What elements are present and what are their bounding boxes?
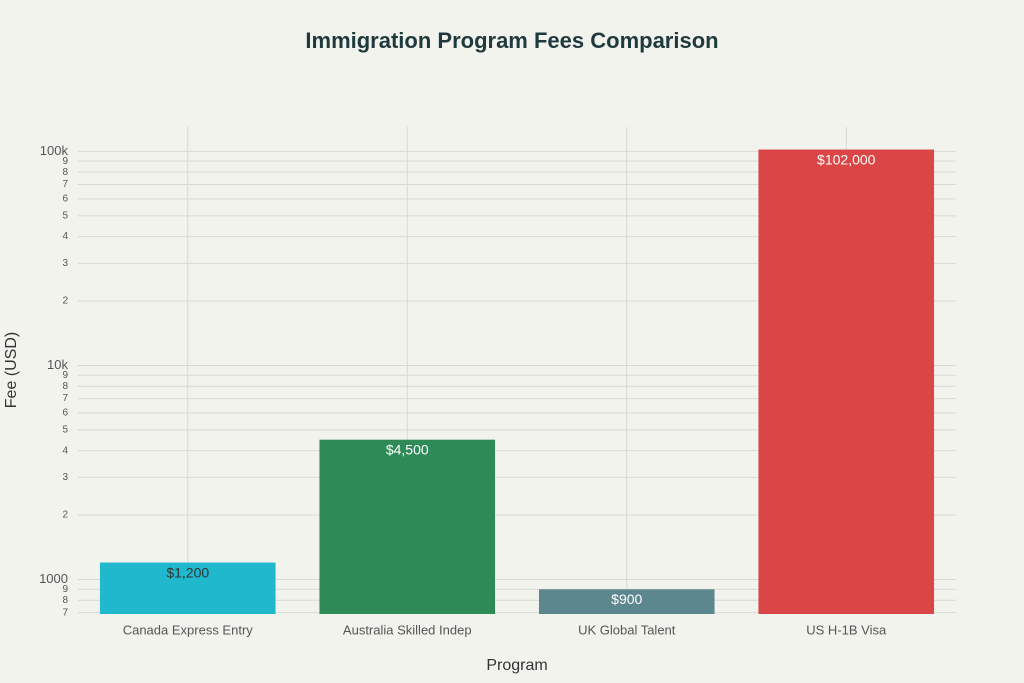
value-label: $900 (611, 591, 642, 607)
y-tick-label: 6 (62, 408, 68, 419)
y-tick-label: 7 (62, 179, 68, 190)
bar (758, 149, 935, 615)
x-tick-label: UK Global Talent (578, 622, 676, 637)
y-tick-label: 1000 (39, 571, 68, 586)
y-tick-label: 9 (62, 584, 68, 595)
x-tick-label: Australia Skilled Indep (343, 622, 472, 637)
y-tick-label: 9 (62, 370, 68, 381)
y-tick-label: 10k (47, 357, 68, 372)
y-tick-label: 2 (62, 296, 68, 307)
bar (538, 589, 715, 614)
x-tick-label: US H-1B Visa (806, 622, 887, 637)
y-tick-label: 5 (62, 210, 68, 221)
y-tick-label: 3 (62, 472, 68, 483)
y-tick-label: 4 (62, 231, 68, 242)
value-label: $4,500 (386, 441, 429, 457)
y-tick-label: 5 (62, 425, 68, 436)
y-tick-label: 2 (62, 510, 68, 521)
bar (99, 562, 276, 614)
y-tick-label: 3 (62, 258, 68, 269)
y-tick-label: 8 (62, 167, 68, 178)
y-axis-label: Fee (USD) (3, 332, 20, 408)
y-tick-label: 100k (40, 143, 69, 158)
y-tick-label: 7 (62, 607, 68, 618)
chart-title: Immigration Program Fees Comparison (305, 28, 718, 53)
y-tick-label: 8 (62, 595, 68, 606)
y-tick-label: 7 (62, 393, 68, 404)
bar (319, 439, 496, 614)
x-axis-label: Program (486, 657, 547, 674)
y-tick-label: 6 (62, 194, 68, 205)
y-tick-label: 8 (62, 381, 68, 392)
y-tick-label: 9 (62, 156, 68, 167)
value-label: $1,200 (166, 564, 209, 580)
y-tick-label: 4 (62, 445, 68, 456)
value-label: $102,000 (817, 151, 876, 167)
x-tick-label: Canada Express Entry (123, 622, 254, 637)
